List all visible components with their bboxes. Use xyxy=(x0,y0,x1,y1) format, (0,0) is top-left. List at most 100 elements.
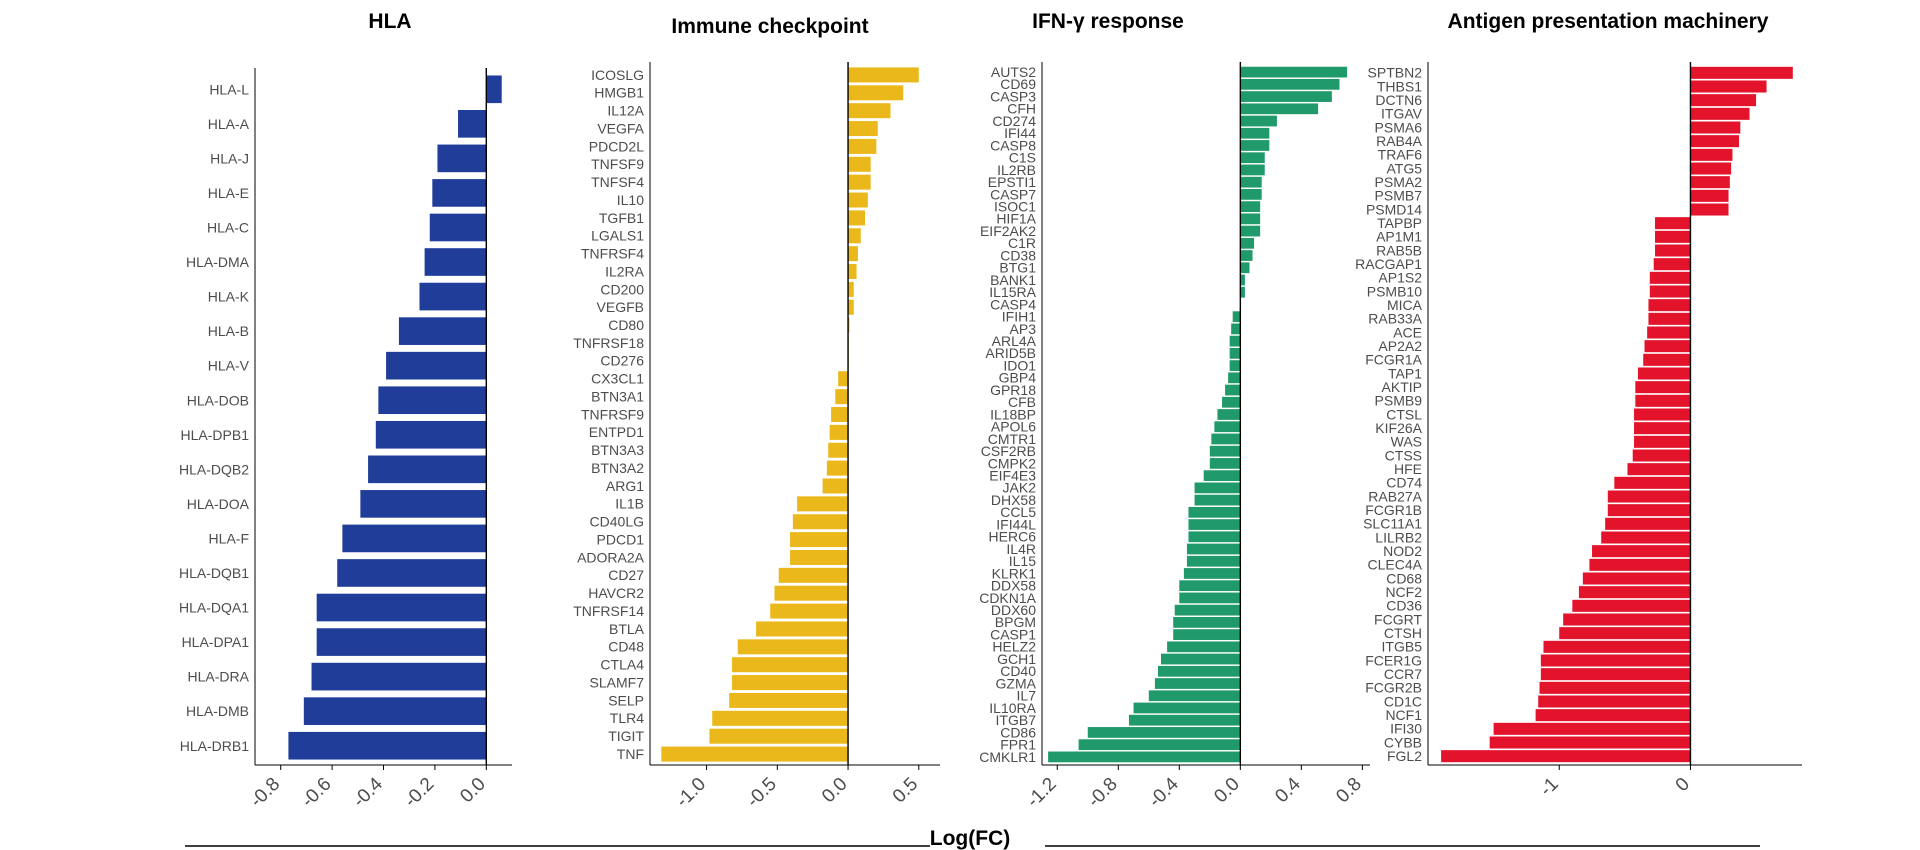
x-tick-label: -1.2 xyxy=(1023,774,1061,812)
category-label: VEGFB xyxy=(597,299,644,315)
bar-VEGFB xyxy=(848,299,854,315)
category-label: BPGM xyxy=(995,614,1036,630)
category-label: HLA-V xyxy=(208,358,250,374)
bar-TLR4 xyxy=(712,710,849,726)
bar-CTSL xyxy=(1634,408,1691,421)
category-label: IL2RB xyxy=(997,162,1036,178)
bar-HLA-DRB1 xyxy=(288,731,487,760)
bar-CMPK2 xyxy=(1209,458,1241,469)
bar-CSF2RB xyxy=(1209,445,1241,457)
category-label: HLA-DOA xyxy=(187,496,250,512)
category-label: HLA-F xyxy=(209,530,249,546)
category-label: CD40LG xyxy=(590,514,644,530)
x-tick-label: -0.5 xyxy=(743,774,781,812)
panel-title: IFN-γ response xyxy=(1032,10,1184,33)
bar-ENTPD1 xyxy=(829,424,849,440)
bar-HLA-DPA1 xyxy=(316,628,487,656)
bar-CMKLR1 xyxy=(1048,751,1241,763)
category-label: HLA-A xyxy=(208,116,250,132)
category-label: ARG1 xyxy=(606,478,644,494)
bar-PSMB7 xyxy=(1690,189,1729,202)
category-label: MICA xyxy=(1387,297,1423,313)
bar-CD200 xyxy=(848,281,854,297)
bar-CFH xyxy=(1240,103,1319,115)
bar-HIF1A xyxy=(1240,213,1261,225)
bar-HLA-DRA xyxy=(311,662,487,691)
category-label: IL15RA xyxy=(989,284,1036,300)
bar-BPGM xyxy=(1173,617,1241,628)
bar-TNF xyxy=(661,746,849,762)
bar-CTSS xyxy=(1632,449,1691,462)
bar-IL2RA xyxy=(848,264,857,280)
bar-CASP8 xyxy=(1240,140,1270,151)
bar-CD68 xyxy=(1582,572,1691,585)
category-label: IL1B xyxy=(615,496,644,512)
bar-CYBB xyxy=(1489,736,1691,749)
bar-HMGB1 xyxy=(848,85,904,101)
category-label: HLA-DRB1 xyxy=(180,738,249,754)
category-label: HLA-K xyxy=(208,289,250,305)
category-label: EPSTI1 xyxy=(988,174,1036,190)
bar-PDCD1 xyxy=(790,532,849,548)
category-label: CD86 xyxy=(1000,724,1036,740)
bar-TNFRSF9 xyxy=(831,406,849,422)
category-label: DDX58 xyxy=(991,578,1036,594)
category-label: NOD2 xyxy=(1383,543,1422,559)
category-label: CD36 xyxy=(1386,598,1422,614)
bar-BANK1 xyxy=(1240,274,1245,286)
bar-ARL4A xyxy=(1229,335,1241,347)
category-label: CASP3 xyxy=(990,88,1036,104)
category-label: ENTPD1 xyxy=(589,424,644,440)
bar-PDCD2L xyxy=(848,138,877,154)
x-tick-label: 0.0 xyxy=(818,774,852,808)
chart-panel-3: IFN-γ responseAUTS2CD69CASP3CFHCD274IFI4… xyxy=(979,10,1370,812)
category-label: CMPK2 xyxy=(988,455,1036,471)
category-label: CD74 xyxy=(1386,475,1422,491)
category-label: HLA-DMB xyxy=(186,703,249,719)
panel-title: Antigen presentation machinery xyxy=(1448,10,1769,33)
category-label: DHX58 xyxy=(991,492,1036,508)
bar-BTG1 xyxy=(1240,262,1250,274)
category-label: CMKLR1 xyxy=(979,749,1036,765)
x-tick-label: -0.4 xyxy=(1145,773,1183,811)
x-tick-label: -1.0 xyxy=(672,774,710,812)
category-label: CMTR1 xyxy=(988,431,1036,447)
bar-DCTN6 xyxy=(1690,94,1757,107)
category-label: ITGB7 xyxy=(996,712,1037,728)
category-label: CD200 xyxy=(600,281,644,297)
bar-BTN3A2 xyxy=(826,460,849,476)
category-label: FGL2 xyxy=(1387,748,1422,764)
category-label: IFI30 xyxy=(1390,721,1422,737)
bar-PSMB9 xyxy=(1635,394,1691,407)
category-label: TNFRSF4 xyxy=(581,246,644,262)
category-label: IFIH1 xyxy=(1002,309,1036,325)
bar-FCGRT xyxy=(1563,613,1691,626)
category-label: PSMB10 xyxy=(1367,283,1422,299)
bar-KIF26A xyxy=(1634,422,1691,435)
category-label: GZMA xyxy=(996,675,1037,691)
bar-CD27 xyxy=(778,567,849,583)
category-label: IL10 xyxy=(617,192,644,208)
category-label: CASP7 xyxy=(990,186,1036,202)
bar-CD36 xyxy=(1572,599,1691,612)
bar-RAB5B xyxy=(1655,244,1691,257)
bar-PSMA6 xyxy=(1690,121,1741,134)
bar-GCH1 xyxy=(1161,653,1241,665)
bar-FGL2 xyxy=(1441,750,1691,763)
bar-ACE xyxy=(1647,326,1691,339)
category-label: SLC11A1 xyxy=(1363,516,1422,532)
bar-AKTIP xyxy=(1635,381,1691,394)
bar-CDKN1A xyxy=(1179,592,1241,604)
bar-HLA-B xyxy=(398,317,487,345)
category-label: ITGAV xyxy=(1381,106,1423,122)
category-label: CASP1 xyxy=(990,626,1036,642)
category-label: BANK1 xyxy=(990,272,1036,288)
category-label: HLA-DOB xyxy=(187,392,249,408)
category-label: DCTN6 xyxy=(1375,92,1422,108)
category-label: BTN3A1 xyxy=(591,388,644,404)
category-label: IL2RA xyxy=(605,263,645,279)
category-label: ARL4A xyxy=(992,333,1037,349)
bar-HLA-C xyxy=(429,213,487,242)
category-label: HLA-DQA1 xyxy=(179,600,249,616)
bar-IL4R xyxy=(1186,543,1241,555)
